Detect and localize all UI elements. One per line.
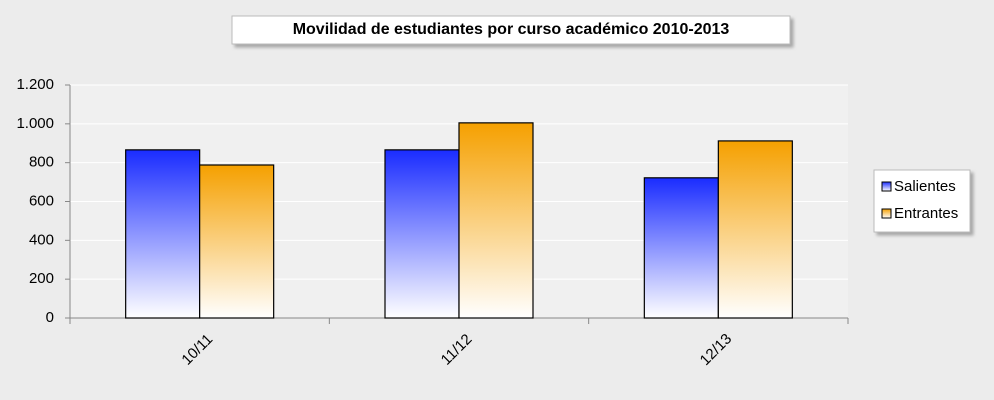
y-tick-label: 1.200	[16, 76, 54, 93]
y-tick-label: 600	[29, 192, 54, 209]
title-box	[231, 15, 791, 45]
legend-label: Entrantes	[894, 205, 958, 222]
legend-label: Salientes	[894, 178, 956, 195]
bar	[125, 149, 201, 319]
chart-title: Movilidad de estudiantes por curso acadé…	[293, 21, 730, 38]
bar	[643, 177, 719, 319]
bar	[384, 149, 460, 319]
y-tick-label: 0	[46, 309, 54, 326]
y-tick-label: 800	[29, 154, 54, 171]
bar	[199, 164, 275, 319]
legend-swatch	[881, 181, 892, 192]
legend-box	[873, 169, 971, 233]
bar	[717, 140, 793, 319]
legend-swatch	[881, 208, 892, 219]
bar	[458, 122, 534, 319]
y-tick-label: 1.000	[16, 115, 54, 132]
y-tick-label: 400	[29, 231, 54, 248]
y-tick-label: 200	[29, 270, 54, 287]
